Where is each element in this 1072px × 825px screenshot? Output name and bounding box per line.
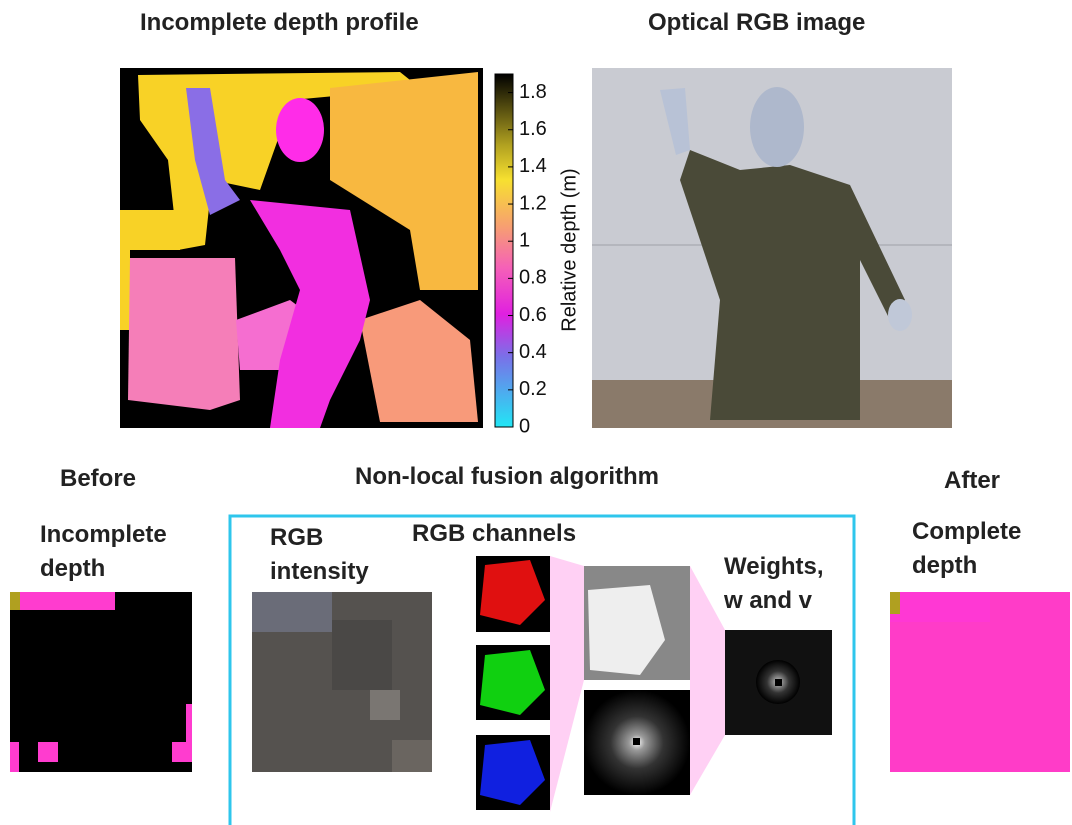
label: Complete depth [912, 515, 1052, 583]
tick-label: 0.6 [519, 304, 547, 326]
tick-label: 1.8 [519, 81, 547, 103]
figure: Relative depth (m) 0 0.2 0.4 0.6 0.8 1 1.2 1.4 1… [0, 0, 1072, 825]
tick-label: 1 [519, 229, 530, 251]
label: After [944, 464, 1000, 498]
before-depth [10, 592, 192, 772]
funnel [550, 556, 584, 812]
label: Weights, w and v [724, 550, 844, 618]
funnel [690, 566, 725, 795]
label: RGB intensity [270, 521, 390, 589]
colorbar [495, 74, 513, 427]
rgb-intensity [252, 592, 432, 772]
complete-depth [890, 592, 1070, 772]
tick-label: 1.4 [519, 155, 547, 177]
section-title: Non-local fusion algorithm [355, 460, 659, 494]
colorbar-label: Relative depth (m) [558, 168, 580, 331]
tick-label: 1.6 [519, 118, 547, 140]
panel-title: Optical RGB image [648, 6, 865, 40]
depth-image [120, 68, 483, 428]
panel-title: Incomplete depth profile [140, 6, 419, 40]
label: Before [60, 462, 136, 496]
tick-label: 0 [519, 415, 530, 437]
label: Incomplete depth [40, 518, 200, 586]
tick-label: 0.8 [519, 267, 547, 289]
tick-label: 0.4 [519, 341, 547, 363]
tick-label: 0.2 [519, 378, 547, 400]
rgb-image [592, 68, 952, 428]
page: Relative depth (m) 0 0.2 0.4 0.6 0.8 1 1.2 1.4 1… [0, 0, 1072, 825]
label: RGB channels [412, 517, 576, 551]
rgb-channels [476, 556, 550, 810]
tick-label: 1.2 [519, 192, 547, 214]
